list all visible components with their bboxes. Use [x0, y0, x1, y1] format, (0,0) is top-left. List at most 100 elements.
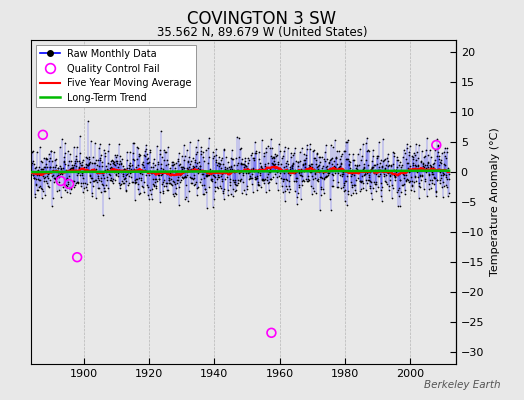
Point [353, 169, 361, 176]
Point [426, 161, 434, 168]
Point [231, 179, 239, 185]
Point [285, 183, 293, 190]
Point [40, 154, 48, 161]
Point [67, 158, 75, 164]
Point [250, 168, 258, 174]
Point [136, 170, 144, 176]
Point [111, 152, 119, 158]
Point [417, 158, 425, 164]
Point [307, 167, 315, 174]
Point [293, 190, 302, 196]
Point [406, 178, 414, 184]
Point [195, 162, 204, 169]
Point [435, 176, 444, 183]
Point [158, 181, 167, 188]
Point [413, 162, 422, 168]
Point [376, 167, 384, 174]
Point [314, 176, 322, 183]
Point [88, 190, 96, 196]
Point [297, 196, 305, 202]
Point [138, 162, 147, 168]
Point [143, 156, 151, 162]
Point [88, 193, 96, 200]
Point [185, 164, 193, 171]
Point [340, 182, 348, 188]
Point [436, 175, 445, 182]
Point [266, 169, 275, 176]
Point [161, 168, 169, 174]
Point [57, 178, 65, 184]
Point [411, 152, 419, 158]
Point [316, 206, 324, 213]
Point [118, 180, 127, 186]
Point [150, 156, 158, 162]
Point [364, 148, 373, 154]
Point [330, 158, 338, 164]
Point [383, 155, 391, 161]
Point [178, 165, 186, 172]
Point [302, 142, 311, 148]
Point [28, 170, 36, 177]
Point [230, 162, 238, 168]
Point [391, 177, 399, 184]
Point [170, 190, 179, 196]
Point [422, 166, 431, 172]
Point [74, 165, 83, 171]
Point [181, 182, 190, 188]
Point [211, 184, 220, 190]
Point [189, 155, 197, 162]
Point [151, 179, 159, 186]
Point [123, 164, 131, 171]
Point [47, 169, 55, 175]
Point [258, 177, 266, 184]
Point [267, 175, 276, 182]
Point [52, 167, 60, 174]
Point [159, 177, 168, 184]
Point [421, 161, 429, 168]
Point [57, 170, 66, 176]
Point [252, 148, 260, 154]
Point [265, 169, 274, 176]
Point [80, 166, 88, 172]
Point [145, 172, 153, 178]
Point [65, 185, 73, 191]
Point [402, 145, 411, 152]
Point [146, 187, 155, 193]
Point [290, 170, 298, 176]
Point [249, 188, 257, 195]
Point [425, 180, 434, 187]
Point [174, 158, 182, 164]
Point [256, 172, 264, 178]
Point [71, 160, 79, 166]
Point [257, 167, 265, 173]
Point [108, 164, 116, 171]
Point [83, 181, 91, 187]
Point [403, 176, 411, 182]
Point [291, 188, 299, 194]
Point [444, 171, 453, 178]
Point [148, 160, 157, 166]
Point [310, 166, 318, 172]
Point [121, 166, 129, 172]
Point [256, 170, 264, 176]
Point [244, 160, 253, 166]
Point [310, 155, 318, 162]
Point [144, 184, 152, 191]
Point [124, 182, 132, 188]
Point [400, 146, 409, 153]
Point [375, 166, 384, 173]
Point [204, 154, 213, 160]
Point [430, 160, 438, 166]
Point [231, 181, 239, 187]
Point [166, 165, 174, 172]
Point [219, 189, 227, 196]
Point [368, 164, 377, 170]
Point [357, 173, 366, 179]
Point [272, 164, 280, 170]
Point [214, 159, 222, 166]
Point [54, 172, 62, 178]
Point [441, 153, 449, 160]
Point [280, 170, 288, 176]
Point [225, 168, 233, 175]
Point [345, 161, 353, 168]
